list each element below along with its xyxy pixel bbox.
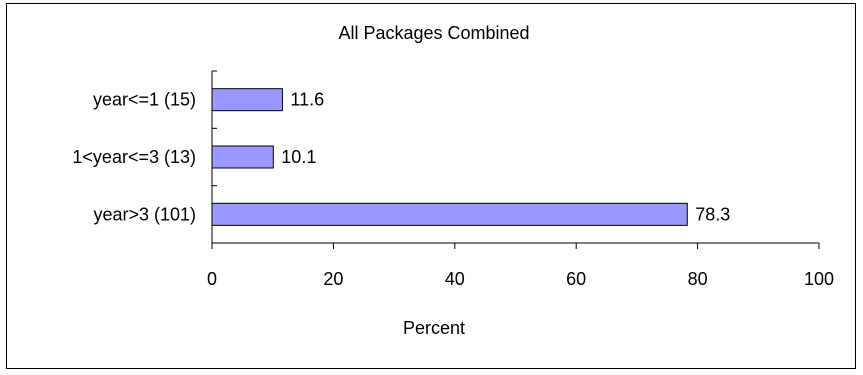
data-label: 78.3 bbox=[695, 204, 730, 224]
chart-frame: All Packages Combined 0 20 40 60 80 100 year<=… bbox=[6, 3, 856, 369]
data-label: 11.6 bbox=[290, 90, 324, 110]
category-label: year<=1 (15) bbox=[93, 90, 196, 110]
x-tick-label: 60 bbox=[566, 269, 586, 289]
bar bbox=[211, 88, 283, 112]
x-tick-label: 100 bbox=[804, 269, 834, 289]
x-tick-label: 20 bbox=[323, 269, 343, 289]
bar-chart: All Packages Combined 0 20 40 60 80 100 year<=… bbox=[72, 23, 834, 338]
plot-area: 0 20 40 60 80 100 year<=1 (15) 11.6 1<year<=3 (1… bbox=[72, 70, 834, 289]
data-label: 10.1 bbox=[281, 147, 316, 167]
category-label: 1<year<=3 (13) bbox=[72, 147, 196, 167]
category-label: year>3 (101) bbox=[93, 204, 196, 224]
x-tick-label: 80 bbox=[688, 269, 708, 289]
x-tick-label: 40 bbox=[445, 269, 465, 289]
chart-title: All Packages Combined bbox=[338, 23, 529, 43]
bar bbox=[211, 202, 688, 226]
bar bbox=[211, 145, 274, 169]
x-tick-label: 0 bbox=[207, 269, 217, 289]
x-axis-title: Percent bbox=[403, 318, 465, 338]
